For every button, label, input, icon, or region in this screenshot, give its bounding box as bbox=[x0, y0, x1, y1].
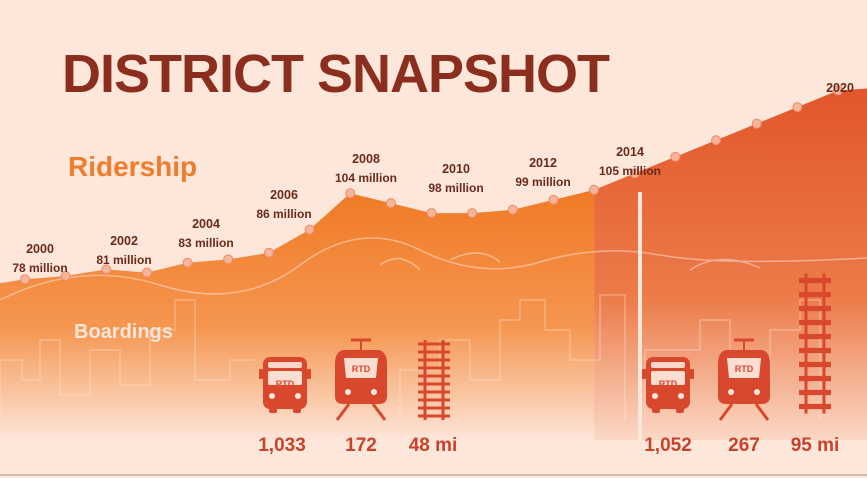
ridership-marker-2015 bbox=[629, 168, 640, 179]
ridership-marker-2003 bbox=[141, 267, 152, 278]
rail-miles-2020: 95 mi bbox=[791, 435, 840, 456]
ridership-marker-2019 bbox=[792, 102, 803, 113]
bus-icon: RTD bbox=[642, 357, 694, 413]
ridership-marker-2020 bbox=[833, 85, 843, 96]
ridership-marker-2005 bbox=[223, 254, 234, 265]
year-label-2012: 2012 bbox=[529, 156, 557, 170]
value-label-2014: 105 million bbox=[599, 164, 661, 178]
light-rail-icon-text: RTD bbox=[352, 364, 371, 374]
ridership-marker-2000 bbox=[20, 274, 30, 285]
ridership-marker-2011 bbox=[467, 208, 478, 219]
ridership-marker-2009 bbox=[385, 198, 396, 209]
year-label-2014: 2014 bbox=[616, 145, 644, 159]
ridership-marker-2007 bbox=[304, 224, 315, 235]
rail-miles-2014: 48 mi bbox=[409, 435, 458, 456]
light-rail-boardings-2020: 267 bbox=[728, 435, 760, 456]
value-label-2012: 99 million bbox=[515, 175, 570, 189]
value-label-2006: 86 million bbox=[256, 207, 311, 221]
ridership-point-labels: 2000 78 million 2002 81 million 2004 83 … bbox=[12, 81, 854, 275]
bus-boardings-2020: 1,052 bbox=[644, 435, 692, 456]
value-label-2008: 104 million bbox=[335, 171, 397, 185]
mountain-skyline-decoration bbox=[0, 237, 867, 301]
ridership-marker-2012 bbox=[507, 204, 518, 215]
ridership-marker-2010 bbox=[426, 208, 437, 219]
year-label-2002: 2002 bbox=[110, 234, 138, 248]
ridership-marker-2013 bbox=[548, 194, 559, 205]
year-label-2010: 2010 bbox=[442, 162, 470, 176]
year-label-2004: 2004 bbox=[192, 217, 220, 231]
ridership-marker-2016 bbox=[670, 151, 681, 162]
boardings-2014: RTD RTD 1,033 172 48 mi bbox=[258, 338, 458, 456]
page-title: DISTRICT SNAPSHOT bbox=[62, 44, 610, 104]
ridership-marker-2002 bbox=[101, 264, 112, 275]
ridership-marker-2017 bbox=[711, 135, 722, 146]
light-rail-icon: RTD bbox=[716, 338, 772, 422]
ridership-marker-2008 bbox=[345, 188, 356, 199]
ridership-label: Ridership bbox=[68, 151, 197, 182]
bus-boardings-2014: 1,033 bbox=[258, 435, 306, 456]
year-label-2006: 2006 bbox=[270, 188, 298, 202]
bus-icon: RTD bbox=[259, 357, 311, 413]
boardings-label: Boardings bbox=[74, 321, 173, 343]
value-label-2010: 98 million bbox=[428, 181, 483, 195]
light-rail-icon: RTD bbox=[333, 338, 389, 422]
year-label-2000: 2000 bbox=[26, 242, 54, 256]
ridership-marker-2014 bbox=[589, 184, 600, 195]
ridership-future-area bbox=[594, 88, 867, 441]
ridership-marker-2006 bbox=[263, 247, 274, 258]
value-label-2004: 83 million bbox=[178, 236, 233, 250]
value-label-2002: 81 million bbox=[96, 253, 151, 267]
ridership-marker-2004 bbox=[182, 257, 193, 268]
bus-icon-text: RTD bbox=[276, 379, 295, 389]
ridership-marker-2018 bbox=[751, 118, 762, 129]
year-label-2008: 2008 bbox=[352, 152, 380, 166]
ridership-marker-2001 bbox=[60, 270, 71, 281]
bus-icon-text: RTD bbox=[659, 379, 678, 389]
boardings-2020: RTD RTD 1,052 267 95 mi bbox=[642, 274, 840, 456]
light-rail-icon-text: RTD bbox=[735, 364, 754, 374]
ridership-markers bbox=[20, 85, 843, 285]
light-rail-boardings-2014: 172 bbox=[345, 435, 377, 456]
value-label-2000: 78 million bbox=[12, 261, 67, 275]
year-label-2020: 2020 bbox=[826, 81, 854, 95]
